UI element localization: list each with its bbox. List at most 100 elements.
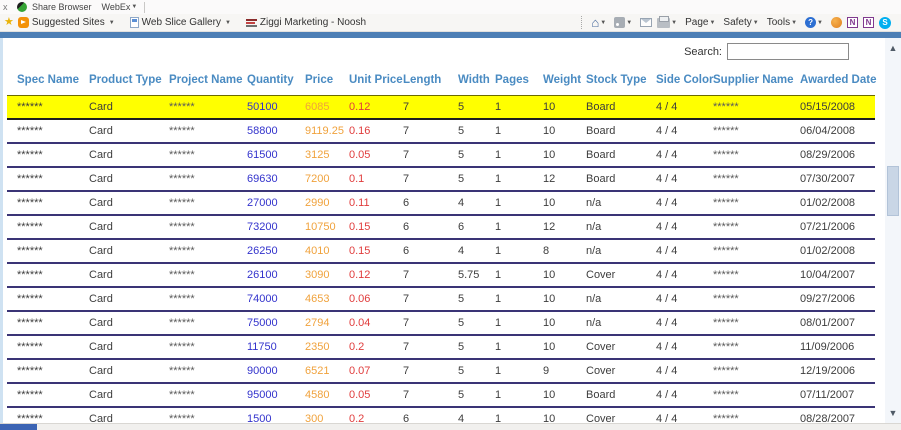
cell: ****** [159,263,237,287]
cell: ****** [703,359,790,383]
cell: 07/11/2007 [790,383,875,407]
cell: Card [79,191,159,215]
cell: 1 [485,311,533,335]
cell: ****** [159,167,237,191]
read-mail-icon[interactable] [640,18,652,27]
help-menu[interactable]: ?▼ [805,17,826,28]
close-icon[interactable]: x [3,2,13,12]
add-favorite-star-icon[interactable]: ★ [4,17,14,28]
column-header-stock-type[interactable]: Stock Type [576,65,646,95]
column-header-product-type[interactable]: Product Type [79,65,159,95]
chevron-down-icon: ▼ [600,20,606,26]
cell: Cover [576,359,646,383]
table-row[interactable]: ******Card******5010060850.1275110Board4… [7,95,875,119]
cell: 26100 [237,263,295,287]
web-slice-gallery-button[interactable]: Web Slice Gallery ▼ [130,17,234,28]
vertical-scrollbar[interactable]: ▲ ▼ [885,38,901,423]
table-row[interactable]: ******Card******2700029900.1164110n/a4 /… [7,191,875,215]
skype-icon[interactable]: S [879,17,891,29]
column-header-pages[interactable]: Pages [485,65,533,95]
cell: ****** [159,359,237,383]
column-header-quantity[interactable]: Quantity [237,65,295,95]
table-row[interactable]: ******Card******9000065210.077519Cover4 … [7,359,875,383]
cell: ****** [7,167,79,191]
cell: 4 / 4 [646,311,703,335]
cell: 4 / 4 [646,215,703,239]
cell: Board [576,143,646,167]
webex-menu[interactable]: WebEx [102,2,131,12]
column-header-spec-name[interactable]: Spec Name [7,65,79,95]
cell: 0.04 [339,311,393,335]
cell: 1 [485,287,533,311]
scroll-up-icon[interactable]: ▲ [885,40,901,56]
cell: ****** [7,191,79,215]
cell: 9 [533,359,576,383]
cell: Cover [576,263,646,287]
safety-menu[interactable]: Safety▼ [723,17,761,28]
scroll-down-icon[interactable]: ▼ [885,405,901,421]
status-progress-segment [0,424,37,430]
column-header-unit-price[interactable]: Unit Price [339,65,393,95]
cell: ****** [159,95,237,119]
onenote-icon[interactable]: N [847,17,858,28]
table-row[interactable]: ******Card******7400046530.0675110n/a4 /… [7,287,875,311]
column-header-supplier-name[interactable]: Supplier Name [703,65,790,95]
table-row[interactable]: ******Card******6150031250.0575110Board4… [7,143,875,167]
cell: Card [79,287,159,311]
table-row[interactable]: ******Card******2625040100.156418n/a4 / … [7,239,875,263]
scrollbar-thumb[interactable] [887,166,899,216]
cell: 07/30/2007 [790,167,875,191]
cell: 12 [533,215,576,239]
suggested-sites-button[interactable]: Suggested Sites ▼ [18,17,118,28]
cell: 05/15/2008 [790,95,875,119]
help-icon: ? [805,17,816,28]
home-button[interactable]: ⌂▼ [591,17,609,29]
feeds-button[interactable]: ▼ [614,17,635,28]
chevron-down-icon[interactable]: ▼ [131,4,137,10]
table-row[interactable]: ******Card******7500027940.0475110n/a4 /… [7,311,875,335]
column-header-side-color[interactable]: Side Color [646,65,703,95]
cell: 6 [448,215,485,239]
cell: 10 [533,311,576,335]
table-row[interactable]: ******Card******9500045800.0575110Board4… [7,383,875,407]
cell: 6 [393,191,448,215]
printer-icon [657,18,670,28]
table-row[interactable]: ******Card******1175023500.275110Cover4 … [7,335,875,359]
column-header-awarded-date[interactable]: Awarded Date [790,65,875,95]
rss-icon [614,17,625,28]
cell: 0.15 [339,239,393,263]
table-row[interactable]: ******Card******6963072000.175112Board4 … [7,167,875,191]
cell: 08/01/2007 [790,311,875,335]
home-icon: ⌂ [591,17,599,29]
cell: 69630 [237,167,295,191]
tools-menu[interactable]: Tools▼ [767,17,800,28]
cell: ****** [703,191,790,215]
cell: 1 [485,119,533,143]
column-header-price[interactable]: Price [295,65,339,95]
drag-handle[interactable] [581,16,582,29]
cell: 58800 [237,119,295,143]
bookmark-ziggi-marketing[interactable]: Ziggi Marketing - Noosh [246,17,366,28]
cell: n/a [576,239,646,263]
share-browser-button[interactable]: Share Browser [32,2,92,12]
cell: 0.2 [339,335,393,359]
cell: 5 [448,95,485,119]
cell: 4010 [295,239,339,263]
search-area: Search: [3,38,885,65]
search-input[interactable] [727,43,849,60]
page-menu[interactable]: Page▼ [685,17,718,28]
favorites-bar: ★ Suggested Sites ▼ Web Slice Gallery ▼ … [0,14,901,32]
column-header-project-name[interactable]: Project Name [159,65,237,95]
onenote-send-icon[interactable]: N [863,17,874,28]
column-header-weight[interactable]: Weight [533,65,576,95]
cell: 07/21/2006 [790,215,875,239]
cell: 7 [393,335,448,359]
table-row[interactable]: ******Card******2610030900.1275.75110Cov… [7,263,875,287]
table-row[interactable]: ******Card******73200107500.1566112n/a4 … [7,215,875,239]
column-header-width[interactable]: Width [448,65,485,95]
cell: 7200 [295,167,339,191]
addon-icon[interactable] [831,17,842,28]
cell: 7 [393,287,448,311]
print-button[interactable]: ▼ [657,18,680,28]
table-row[interactable]: ******Card******588009119.250.1675110Boa… [7,119,875,143]
